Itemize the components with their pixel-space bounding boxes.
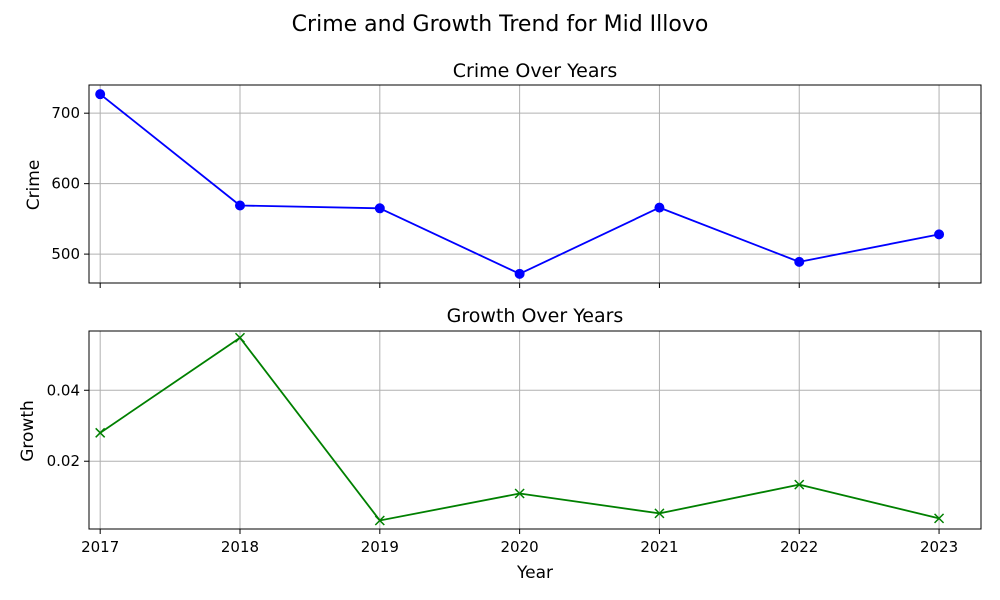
growth-x-tick-label: 2018 [221,538,259,556]
growth-x-tick-label: 2023 [920,538,958,556]
growth-plot-frame [88,330,982,530]
growth-data-point [234,332,246,343]
crime-data-point [514,268,525,279]
crime-data-point [234,200,245,211]
growth-x-axis-label: Year [516,563,553,583]
growth-x-tick-label: 2019 [361,538,399,556]
crime-data-point [374,203,385,214]
growth-x-tick-label: 2022 [780,538,818,556]
figure-suptitle: Crime and Growth Trend for Mid Illovo [292,12,709,37]
crime-data-point [934,229,945,240]
growth-data-point [654,508,665,519]
growth-data-point [794,479,805,490]
growth-data-point [95,427,106,438]
growth-x-tick-label: 2017 [81,538,119,556]
crime-data-point [654,202,665,213]
growth-data-point [374,515,385,526]
growth-y-axis-label: Growth [18,400,38,462]
growth-y-tick-label: 0.04 [47,381,80,399]
crime-y-tick-label: 600 [51,175,80,193]
growth-data-point [514,488,525,499]
crime-data-point [95,89,106,100]
crime-y-tick-label: 700 [51,104,80,122]
growth-x-tick-label: 2020 [501,538,539,556]
crime-chart-title: Crime Over Years [453,60,617,82]
growth-data-point [934,513,945,524]
crime-y-tick-label: 500 [51,245,80,263]
growth-y-tick-label: 0.02 [47,452,80,470]
crime-data-point [794,256,805,267]
growth-chart-title: Growth Over Years [447,305,624,327]
crime-chart: Crime Over Years Crime 500 600 700 [24,60,982,288]
crime-y-axis-label: Crime [24,160,44,211]
growth-chart: Growth Over Years Growth Year 2017 2018 20… [18,305,982,583]
growth-x-tick-label: 2021 [640,538,678,556]
